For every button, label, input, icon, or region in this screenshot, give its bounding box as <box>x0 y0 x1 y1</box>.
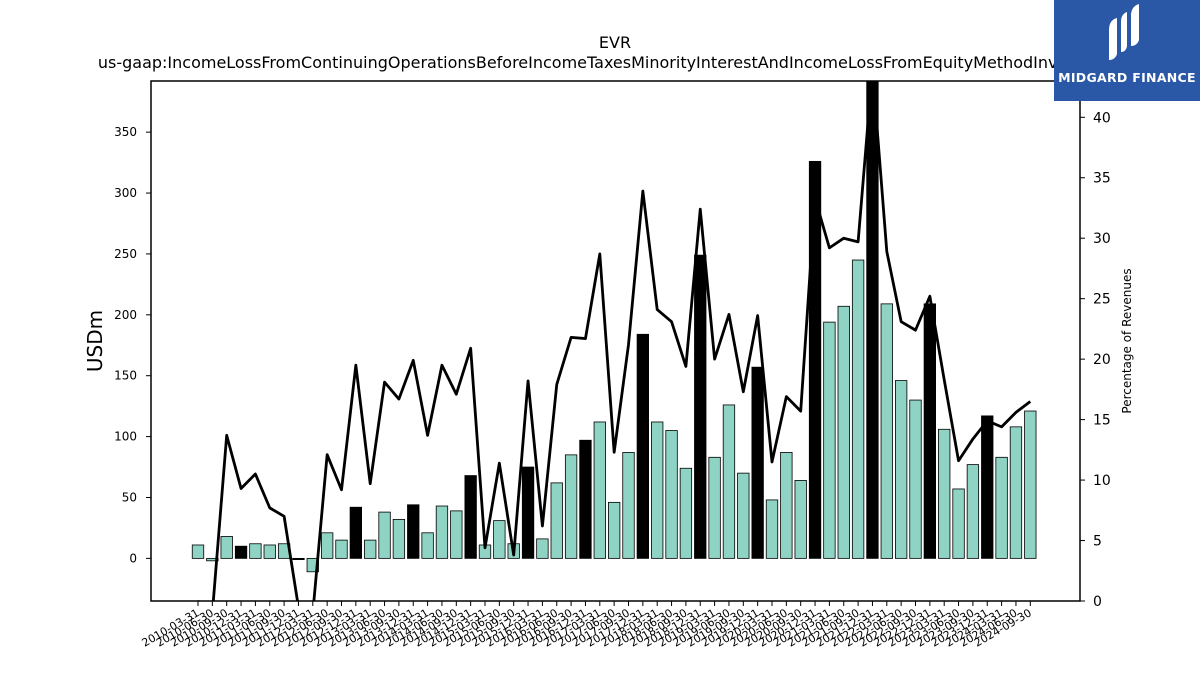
bar-2011-06-30 <box>263 544 276 559</box>
bar-2010-06-30 <box>206 557 219 562</box>
plot-frame <box>150 80 1081 602</box>
brand-logo: MIDGARD FINANCE <box>1054 0 1200 101</box>
bar-2013-12-31 <box>407 504 420 559</box>
bar-2020-03-31 <box>765 499 779 559</box>
y-tick-label: 250 <box>114 247 137 261</box>
bar-2020-09-30 <box>794 480 807 559</box>
bar-2017-09-30 <box>622 452 635 559</box>
bar-2019-12-31 <box>751 366 764 559</box>
y-tick-label: 100 <box>114 430 137 444</box>
bar-2017-06-30 <box>608 501 621 559</box>
bar-2021-12-31 <box>866 81 879 559</box>
y2-tick-label: 20 <box>1093 352 1111 368</box>
midgard-logo-icon <box>1109 4 1139 60</box>
bar-2019-06-30 <box>722 404 736 559</box>
bar-2021-03-31 <box>823 321 836 559</box>
bar-2018-12-31 <box>694 254 707 559</box>
bar-2023-06-30 <box>952 488 965 559</box>
bar-2014-06-30 <box>435 505 449 559</box>
bar-2020-06-30 <box>780 452 793 559</box>
bar-2018-06-30 <box>665 430 678 559</box>
bar-2014-03-31 <box>421 532 434 559</box>
y2-tick-label: 30 <box>1093 231 1111 247</box>
bar-2021-06-30 <box>837 305 850 559</box>
line-series-layer <box>198 81 1032 601</box>
percentage-line <box>198 81 1032 601</box>
bar-2023-03-31 <box>938 428 951 559</box>
bar-2017-03-31 <box>593 421 606 559</box>
bar-2023-12-31 <box>981 415 994 559</box>
bar-2013-06-30 <box>378 511 391 559</box>
bar-2022-03-31 <box>880 303 893 559</box>
bar-2015-06-30 <box>493 520 506 559</box>
y2-axis-label: Percentage of Revenues <box>1120 268 1134 413</box>
y2-tick-label: 10 <box>1093 473 1111 489</box>
chart-title: EVR <box>599 33 631 52</box>
chart-subtitle: us-gaap:IncomeLossFromContinuingOperatio… <box>98 53 1132 72</box>
bar-2016-03-31 <box>536 538 549 559</box>
bar-2012-12-31 <box>349 506 363 559</box>
x-axis: 2010-03-312010-06-302010-09-302010-12-31… <box>140 601 1034 650</box>
y-tick-label: 0 <box>129 551 137 565</box>
bar-2021-09-30 <box>851 259 865 559</box>
bar-2022-09-30 <box>909 399 922 559</box>
bar-2016-09-30 <box>564 454 578 559</box>
bar-2013-09-30 <box>392 519 406 559</box>
bar-2016-06-30 <box>550 482 563 559</box>
y-axis-label: USDm <box>83 310 107 372</box>
bar-2017-12-31 <box>636 333 649 559</box>
bar-2024-03-31 <box>995 456 1008 559</box>
y2-axis: 0 5 10 15 20 25 30 35 40 <box>1080 110 1111 610</box>
y-tick-label: 300 <box>114 186 137 200</box>
bar-2010-12-31 <box>234 545 248 559</box>
bar-2012-06-30 <box>320 532 334 559</box>
y2-tick-label: 35 <box>1093 171 1111 187</box>
y2-tick-label: 0 <box>1093 594 1102 610</box>
bar-2012-09-30 <box>335 539 348 559</box>
brand-name: MIDGARD FINANCE <box>1058 70 1196 85</box>
y-tick-label: 350 <box>114 125 137 139</box>
bar-2015-12-31 <box>521 466 535 559</box>
bar-2011-03-31 <box>249 543 262 559</box>
bar-2014-09-30 <box>450 510 463 559</box>
y2-tick-label: 40 <box>1093 110 1111 126</box>
bar-2018-03-31 <box>651 421 664 559</box>
y2-tick-label: 5 <box>1093 534 1102 550</box>
y-tick-label: 200 <box>114 308 137 322</box>
bar-2018-09-30 <box>679 467 693 559</box>
bar-2024-06-30 <box>1009 426 1023 559</box>
bar-2023-09-30 <box>966 464 980 559</box>
y-tick-label: 150 <box>114 369 137 383</box>
bar-2019-09-30 <box>737 472 750 559</box>
bar-2014-12-31 <box>464 475 477 559</box>
y2-tick-label: 15 <box>1093 413 1111 429</box>
bar-2010-03-31 <box>191 544 205 559</box>
bar-2019-03-31 <box>708 456 721 559</box>
y-tick-label: 50 <box>122 490 137 504</box>
bar-2022-06-30 <box>895 380 908 559</box>
bar-2016-12-31 <box>579 439 592 559</box>
bar-series <box>191 81 1037 573</box>
y-axis: 0 50 100 150 200 250 300 350 <box>114 125 151 565</box>
bar-2024-09-30 <box>1024 410 1037 559</box>
bar-2020-12-31 <box>808 160 822 559</box>
y2-tick-label: 25 <box>1093 292 1111 308</box>
bar-2011-12-31 <box>292 557 305 561</box>
bar-2010-09-30 <box>220 536 233 559</box>
bar-2022-12-31 <box>923 303 936 559</box>
bar-2013-03-31 <box>364 539 377 559</box>
